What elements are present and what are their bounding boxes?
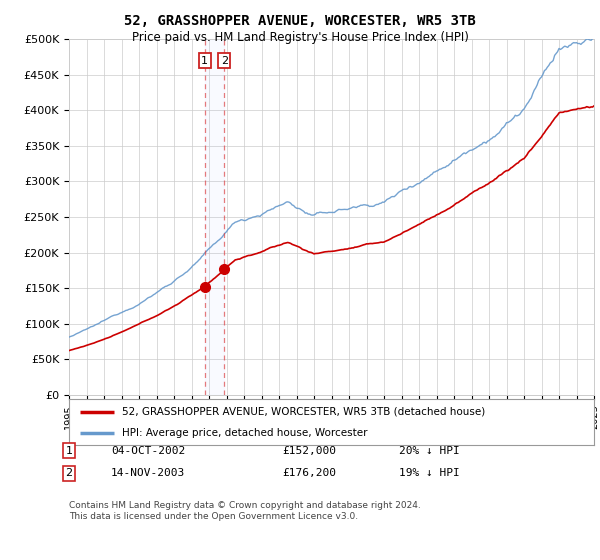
Text: 20% ↓ HPI: 20% ↓ HPI (399, 446, 460, 456)
Text: Price paid vs. HM Land Registry's House Price Index (HPI): Price paid vs. HM Land Registry's House … (131, 31, 469, 44)
Text: Contains HM Land Registry data © Crown copyright and database right 2024.
This d: Contains HM Land Registry data © Crown c… (69, 501, 421, 521)
Text: 52, GRASSHOPPER AVENUE, WORCESTER, WR5 3TB: 52, GRASSHOPPER AVENUE, WORCESTER, WR5 3… (124, 14, 476, 28)
Text: 2: 2 (65, 468, 73, 478)
Text: 2: 2 (221, 55, 228, 66)
Text: 19% ↓ HPI: 19% ↓ HPI (399, 468, 460, 478)
Text: 1: 1 (201, 55, 208, 66)
Bar (205, 39, 224, 395)
Text: 52, GRASSHOPPER AVENUE, WORCESTER, WR5 3TB (detached house): 52, GRASSHOPPER AVENUE, WORCESTER, WR5 3… (121, 407, 485, 417)
Text: 14-NOV-2003: 14-NOV-2003 (111, 468, 185, 478)
Text: £152,000: £152,000 (282, 446, 336, 456)
Text: £176,200: £176,200 (282, 468, 336, 478)
Text: 1: 1 (65, 446, 73, 456)
Text: 04-OCT-2002: 04-OCT-2002 (111, 446, 185, 456)
Text: HPI: Average price, detached house, Worcester: HPI: Average price, detached house, Worc… (121, 428, 367, 438)
